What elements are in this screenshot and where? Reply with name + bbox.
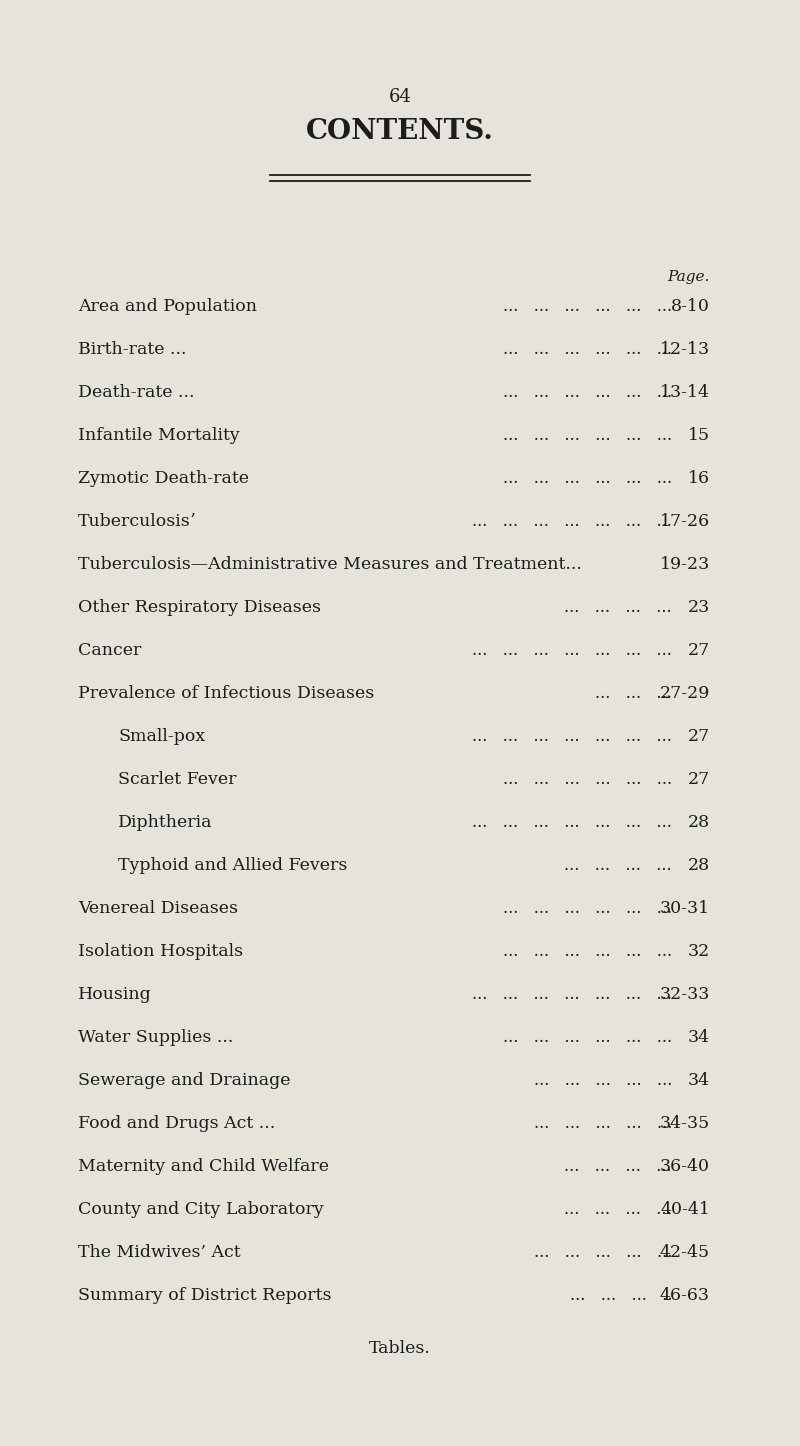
Text: Sewerage and Drainage: Sewerage and Drainage (78, 1071, 290, 1089)
Text: 40-41: 40-41 (660, 1202, 710, 1218)
Text: 16: 16 (688, 470, 710, 487)
Text: Diphtheria: Diphtheria (118, 814, 213, 831)
Text: 23: 23 (688, 599, 710, 616)
Text: ...   ...   ...   ...   ...: ... ... ... ... ... (534, 1244, 672, 1261)
Text: Birth-rate ...: Birth-rate ... (78, 341, 186, 359)
Text: Venereal Diseases: Venereal Diseases (78, 899, 238, 917)
Text: Small-pox: Small-pox (118, 727, 205, 745)
Text: ...   ...   ...   ...   ...   ...   ...: ... ... ... ... ... ... ... (472, 814, 672, 831)
Text: Summary of District Reports: Summary of District Reports (78, 1287, 331, 1304)
Text: 34-35: 34-35 (660, 1115, 710, 1132)
Text: 28: 28 (688, 857, 710, 873)
Text: Tuberculosis—Administrative Measures and Treatment...: Tuberculosis—Administrative Measures and… (78, 557, 582, 573)
Text: ...   ...   ...   ...   ...   ...: ... ... ... ... ... ... (503, 298, 672, 315)
Text: The Midwives’ Act: The Midwives’ Act (78, 1244, 241, 1261)
Text: 8-10: 8-10 (671, 298, 710, 315)
Text: 28: 28 (688, 814, 710, 831)
Text: CONTENTS.: CONTENTS. (306, 119, 494, 145)
Text: ...   ...   ...   ...   ...   ...: ... ... ... ... ... ... (503, 385, 672, 401)
Text: Food and Drugs Act ...: Food and Drugs Act ... (78, 1115, 275, 1132)
Text: Area and Population: Area and Population (78, 298, 257, 315)
Text: 27: 27 (688, 642, 710, 659)
Text: ...   ...   ...   ...   ...   ...   ...: ... ... ... ... ... ... ... (472, 513, 672, 531)
Text: ...   ...   ...   ...   ...   ...   ...: ... ... ... ... ... ... ... (472, 642, 672, 659)
Text: 42-45: 42-45 (660, 1244, 710, 1261)
Text: ...   ...   ...   ...   ...   ...: ... ... ... ... ... ... (503, 341, 672, 359)
Text: Tables.: Tables. (369, 1340, 431, 1356)
Text: ...   ...   ...   ...: ... ... ... ... (564, 599, 672, 616)
Text: ...   ...   ...   ...   ...   ...: ... ... ... ... ... ... (503, 470, 672, 487)
Text: 27: 27 (688, 727, 710, 745)
Text: ...   ...   ...   ...   ...: ... ... ... ... ... (534, 1115, 672, 1132)
Text: Prevalence of Infectious Diseases: Prevalence of Infectious Diseases (78, 685, 374, 701)
Text: Cancer: Cancer (78, 642, 142, 659)
Text: 12-13: 12-13 (660, 341, 710, 359)
Text: ...   ...   ...   ...   ...   ...   ...: ... ... ... ... ... ... ... (472, 986, 672, 1004)
Text: ...   ...   ...   ...   ...: ... ... ... ... ... (534, 1071, 672, 1089)
Text: 27: 27 (688, 771, 710, 788)
Text: 32: 32 (688, 943, 710, 960)
Text: 36-40: 36-40 (660, 1158, 710, 1176)
Text: 46-63: 46-63 (660, 1287, 710, 1304)
Text: 15: 15 (688, 427, 710, 444)
Text: ...   ...   ...   ...   ...   ...: ... ... ... ... ... ... (503, 427, 672, 444)
Text: ...   ...   ...   ...   ...   ...: ... ... ... ... ... ... (503, 1030, 672, 1045)
Text: ...   ...   ...: ... ... ... (595, 685, 672, 701)
Text: 13-14: 13-14 (660, 385, 710, 401)
Text: Scarlet Fever: Scarlet Fever (118, 771, 237, 788)
Text: ...   ...   ...   ...   ...   ...: ... ... ... ... ... ... (503, 771, 672, 788)
Text: 19-23: 19-23 (660, 557, 710, 573)
Text: Isolation Hospitals: Isolation Hospitals (78, 943, 243, 960)
Text: ...   ...   ...   ...   ...   ...: ... ... ... ... ... ... (503, 899, 672, 917)
Text: Typhoid and Allied Fevers: Typhoid and Allied Fevers (118, 857, 347, 873)
Text: 30-31: 30-31 (660, 899, 710, 917)
Text: ...   ...   ...   ...: ... ... ... ... (564, 1202, 672, 1218)
Text: Maternity and Child Welfare: Maternity and Child Welfare (78, 1158, 329, 1176)
Text: County and City Laboratory: County and City Laboratory (78, 1202, 324, 1218)
Text: 27-29: 27-29 (660, 685, 710, 701)
Text: Infantile Mortality: Infantile Mortality (78, 427, 240, 444)
Text: Page.: Page. (668, 270, 710, 283)
Text: 34: 34 (688, 1071, 710, 1089)
Text: 64: 64 (389, 88, 411, 106)
Text: 17-26: 17-26 (660, 513, 710, 531)
Text: Other Respiratory Diseases: Other Respiratory Diseases (78, 599, 321, 616)
Text: ...   ...   ...   ...: ... ... ... ... (564, 1158, 672, 1176)
Text: Housing: Housing (78, 986, 152, 1004)
Text: 34: 34 (688, 1030, 710, 1045)
Text: Tuberculosisʼ: Tuberculosisʼ (78, 513, 196, 531)
Text: ...   ...   ...   ..: ... ... ... .. (570, 1287, 672, 1304)
Text: ...   ...   ...   ...   ...   ...: ... ... ... ... ... ... (503, 943, 672, 960)
Text: ...   ...   ...   ...: ... ... ... ... (564, 857, 672, 873)
Text: Zymotic Death-rate: Zymotic Death-rate (78, 470, 249, 487)
Text: Death-rate ...: Death-rate ... (78, 385, 194, 401)
Text: Water Supplies ...: Water Supplies ... (78, 1030, 234, 1045)
Text: ...   ...   ...   ...   ...   ...   ...: ... ... ... ... ... ... ... (472, 727, 672, 745)
Text: 32-33: 32-33 (660, 986, 710, 1004)
